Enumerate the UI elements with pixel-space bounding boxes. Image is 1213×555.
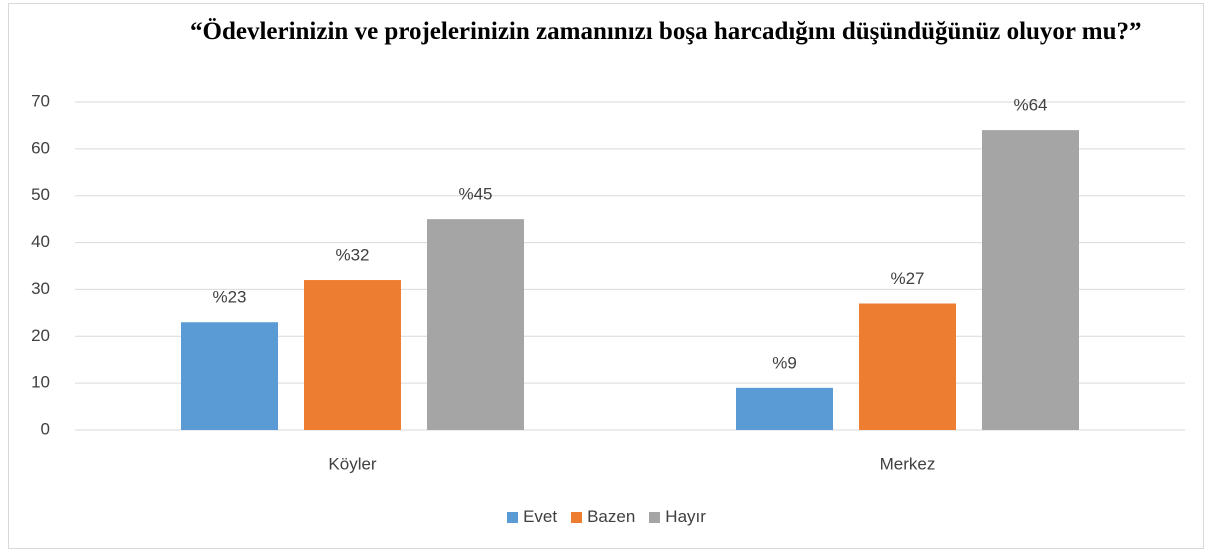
chart-border [8,3,1204,549]
legend-item: Evet [507,507,557,527]
chart-title: “Ödevlerinizin ve projelerinizin zamanın… [190,18,1142,45]
data-label: %27 [890,269,924,288]
legend-label: Evet [523,507,558,526]
data-label: %64 [1013,96,1047,115]
legend: Evet Bazen Hayır [0,507,1213,527]
legend-label: Hayır [665,507,706,526]
legend-item: Hayır [649,507,706,527]
data-label: %23 [212,288,246,307]
y-tick-label: 40 [31,232,50,251]
data-label: %9 [772,353,797,372]
y-tick-label: 60 [31,138,50,157]
data-label: %32 [335,246,369,265]
bar [982,130,1079,430]
y-tick-label: 50 [31,185,50,204]
legend-swatch [649,511,661,523]
y-tick-label: 30 [31,279,50,298]
x-tick-label: Köyler [328,454,377,473]
bar [427,219,524,430]
y-tick-label: 0 [41,419,50,438]
y-tick-label: 20 [31,326,50,345]
legend-label: Bazen [587,507,636,526]
bar [181,322,278,430]
data-label: %45 [458,185,492,204]
x-tick-label: Merkez [880,454,936,473]
y-tick-label: 70 [31,91,50,110]
legend-item: Bazen [571,507,635,527]
legend-swatch [571,511,583,523]
bar [736,387,833,430]
legend-swatch [507,511,519,523]
bar [859,303,956,430]
y-tick-label: 10 [31,373,50,392]
bar [304,280,401,430]
